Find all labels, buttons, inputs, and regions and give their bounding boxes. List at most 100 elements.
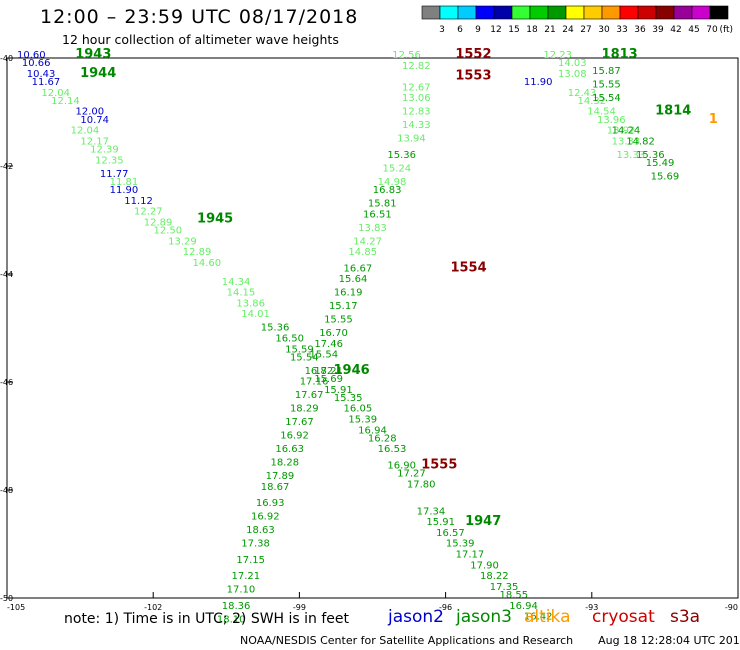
data-point-label: 12.17 [80, 136, 109, 147]
data-point-label: 16.53 [378, 444, 407, 455]
data-point-label: 16.67 [344, 263, 373, 274]
data-point-label: 17.35 [490, 582, 519, 593]
y-tick-label: -40 [0, 54, 13, 63]
data-point-label: 16.28 [368, 433, 397, 444]
data-point-label: 14.01 [241, 309, 270, 320]
credit-line: NOAA/NESDIS Center for Satellite Applica… [240, 634, 740, 647]
data-point-label: 14.27 [353, 236, 382, 247]
data-point-label: 18.28 [270, 458, 299, 469]
y-tick-label: -44 [0, 270, 13, 279]
colorbar-tick-label: 24 [562, 25, 574, 35]
colorbar-swatch [457, 5, 477, 20]
colorbar-swatch [565, 5, 585, 20]
data-point-label: 15.36 [636, 150, 665, 161]
data-point-label: 10.60 [17, 50, 46, 61]
data-point-label: 17.46 [314, 339, 343, 350]
x-tick-label: -93 [585, 603, 598, 612]
data-point-label: 15.91 [324, 385, 353, 396]
data-point-label: 13.08 [558, 69, 587, 80]
data-point-label: 16.90 [387, 460, 416, 471]
data-point-label: 17.10 [227, 585, 256, 596]
data-point-label: 12.04 [71, 126, 100, 137]
x-tick-label: -96 [439, 603, 452, 612]
colorbar-tick-label: 39 [652, 25, 664, 35]
data-point-label: 12.83 [402, 107, 431, 118]
colorbar-swatch [439, 5, 459, 20]
plot-axes: -40 -42 -44 -46 -48 -50-105 -102 -99 -96 -93 -90 [0, 54, 739, 612]
data-point-label: 15.17 [329, 301, 358, 312]
note-text: note: 1) Time is in UTC; 2) SWH is in fe… [64, 611, 350, 627]
data-point-label: 17.90 [470, 560, 499, 571]
data-point-label: 16.94 [509, 601, 538, 612]
data-point-label: 17.21 [314, 366, 343, 377]
data-point-label: 17.67 [285, 417, 314, 428]
data-point-label: 14.32 [577, 96, 606, 107]
data-point-label: 17.34 [417, 506, 446, 517]
data-point-label: 15.54 [592, 93, 621, 104]
data-point-label: 12.00 [76, 107, 105, 118]
data-point-label: 14.54 [587, 107, 616, 118]
data-point-label: 15.36 [261, 323, 290, 334]
pass-number-label: 1555 [421, 457, 457, 472]
data-point-label: 11.81 [110, 177, 139, 188]
data-point-label: 13.83 [358, 223, 387, 234]
data-point-label: 12.04 [41, 88, 70, 99]
data-point-label: 16.05 [344, 404, 373, 415]
data-point-label: 18.36 [222, 601, 251, 612]
data-point-label: 12.43 [568, 88, 597, 99]
colorbar-tick-label: 6 [457, 25, 463, 35]
colorbar-swatch [421, 5, 441, 20]
data-point-label: 12.50 [153, 226, 182, 237]
data-point-label: 17.67 [295, 390, 324, 401]
data-point-label: 17.89 [266, 471, 295, 482]
data-point-label: 15.49 [646, 158, 675, 169]
data-point-label: 11.90 [524, 77, 553, 88]
colorbar-swatch [673, 5, 693, 20]
data-point-label: 15.81 [368, 199, 397, 210]
chart-subtitle: 12 hour collection of altimeter wave hei… [62, 32, 339, 47]
x-tick-label: -99 [293, 603, 306, 612]
colorbar-tick-label: 27 [580, 25, 591, 35]
pass-number-label: 1943 [75, 47, 111, 62]
pass-number-label: 1945 [197, 212, 233, 227]
data-point-label: 12.14 [51, 96, 80, 107]
colorbar-swatch [511, 5, 531, 20]
colorbar-tick-label: 70 [706, 25, 718, 35]
data-point-label: 15.64 [339, 274, 368, 285]
data-point-label: 17.17 [456, 550, 485, 561]
timestamp: Aug 18 12:28:04 UTC 2018 [598, 634, 740, 647]
pass-number-label: 1813 [602, 47, 638, 62]
pass-number-label: 1553 [455, 69, 491, 84]
data-point-label: 10.66 [22, 58, 51, 69]
data-point-label: 15.39 [348, 415, 377, 426]
colorbar-tick-label: 36 [634, 25, 646, 35]
data-point-label: 12.82 [402, 61, 431, 72]
data-point-label: 12.89 [183, 247, 212, 258]
satellite-legend-jason2: jason2 [388, 607, 444, 627]
data-point-label: 16.83 [373, 185, 402, 196]
data-point-label: 11.77 [100, 169, 129, 180]
colorbar-swatch [529, 5, 549, 20]
colorbar-tick-label: 42 [670, 25, 681, 35]
data-point-label: 16.57 [436, 528, 465, 539]
data-point-label: 13.94 [397, 134, 426, 145]
data-point-label: 16.93 [256, 498, 285, 509]
colorbar-tick-label: 3 [439, 25, 445, 35]
colorbar-swatch [709, 5, 729, 20]
data-point-label: 14.82 [626, 136, 655, 147]
y-tick-label: -48 [0, 486, 13, 495]
data-point-label: 18.22 [480, 571, 509, 582]
data-point-label: 18.55 [500, 590, 529, 601]
data-point-label: 14.24 [612, 126, 641, 137]
colorbar-tick-label: 9 [475, 25, 481, 35]
colorbar-unit: (ft) [719, 25, 733, 35]
data-point-label: 16.51 [363, 209, 392, 220]
data-point-label: 16.42 [524, 612, 553, 623]
satellite-legend-altika: altika [524, 607, 571, 627]
data-point-label: 14.98 [378, 177, 407, 188]
data-point-label: 16.19 [334, 288, 363, 299]
satellite-legend-cryosat: cryosat [592, 607, 655, 627]
colorbar-tick-label: 15 [508, 25, 519, 35]
y-tick-label: -42 [0, 162, 13, 171]
